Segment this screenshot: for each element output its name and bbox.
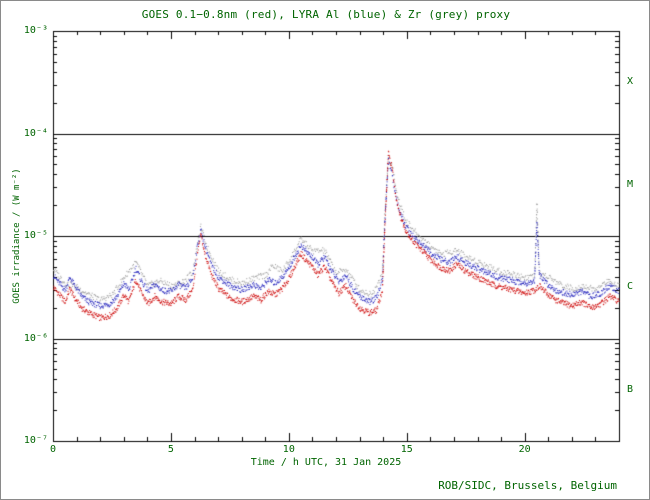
x-axis-tick-label: 20: [518, 444, 531, 455]
credit-text: ROB/SIDC, Brussels, Belgium: [438, 479, 617, 492]
y-axis-tick-label: 10⁻⁷: [23, 435, 48, 446]
y-axis-tick-label: 10⁻⁵: [23, 230, 48, 241]
y-axis-tick-label: 10⁻⁴: [23, 127, 48, 139]
x-axis-tick-label: 10: [282, 444, 295, 455]
flare-class-label: X: [627, 76, 634, 88]
y-axis-tick-label: 10⁻⁶: [23, 332, 48, 344]
flare-class-label: B: [627, 383, 634, 395]
x-axis-tick-label: 15: [400, 444, 413, 455]
chart-title: GOES 0.1−0.8nm (red), LYRA Al (blue) & Z…: [141, 8, 511, 21]
x-axis-label: Time / h UTC, 31 Jan 2025: [250, 457, 402, 468]
y-axis-tick-label: 10⁻³: [23, 25, 48, 36]
x-axis-tick-label: 5: [167, 444, 174, 455]
x-axis-tick-label: 0: [49, 444, 57, 455]
flare-class-label: M: [627, 178, 634, 190]
flare-class-label: C: [627, 281, 634, 293]
